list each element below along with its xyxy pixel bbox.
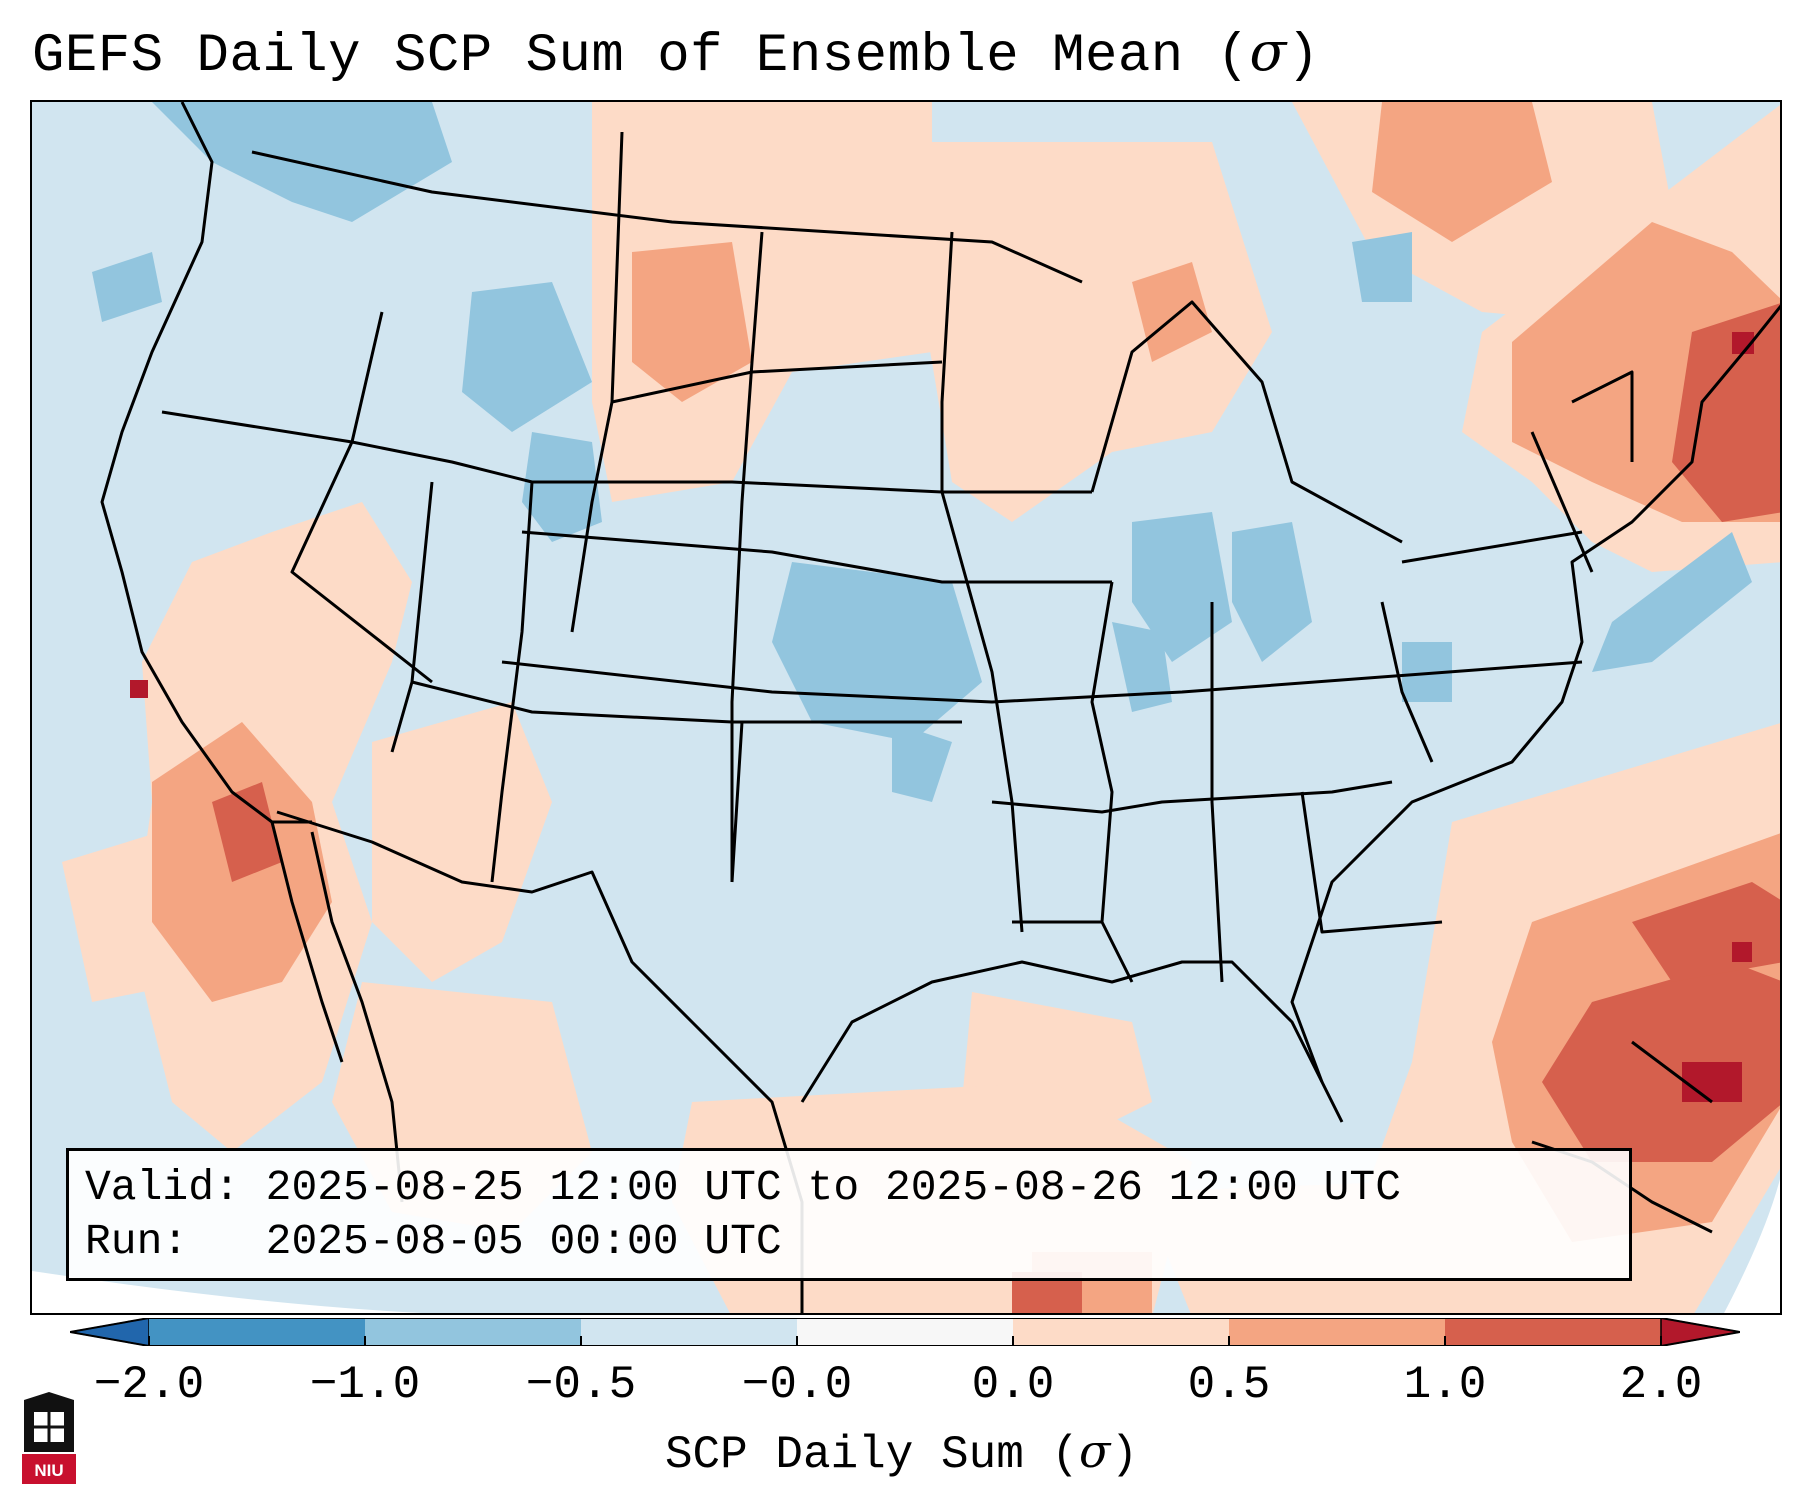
logo-banner <box>22 1454 76 1484</box>
colorbar-under-extension <box>69 1317 150 1347</box>
logo-text: NIU <box>34 1461 63 1480</box>
valid-value: 2025-08-25 12:00 UTC to 2025-08-26 12:00… <box>265 1163 1402 1212</box>
colorbar-bin <box>365 1318 582 1346</box>
colorbar-tick-label: 0.5 <box>1187 1359 1271 1411</box>
colorbar-graphic <box>69 1317 1741 1347</box>
map-canvas <box>32 102 1780 1313</box>
colorbar-over-extension <box>1660 1317 1741 1347</box>
colorbar-tick-label: −0.0 <box>741 1359 853 1411</box>
niu-logo-graphic: NIU <box>22 1392 76 1484</box>
colorbar <box>69 1317 1741 1347</box>
colorbar-tick-label: 1.0 <box>1403 1359 1487 1411</box>
colorbar-tick-label: 2.0 <box>1619 1359 1703 1411</box>
sigma-symbol: σ <box>1249 20 1287 83</box>
colorbar-bin <box>149 1318 366 1346</box>
valid-label: Valid: <box>85 1163 240 1212</box>
colorbar-tick-label: 0.0 <box>971 1359 1055 1411</box>
projection-edge-sw <box>32 1272 405 1313</box>
anomaly-over-positive <box>130 332 1754 1102</box>
map-title: GEFS Daily SCP Sum of Ensemble Mean (σ) <box>32 22 1320 87</box>
valid-run-info-box: Valid: 2025-08-25 12:00 UTC to 2025-08-2… <box>66 1148 1632 1281</box>
colorbar-bin <box>581 1318 798 1346</box>
colorbar-bin <box>1013 1318 1230 1346</box>
colorbar-tick-label: −0.5 <box>525 1359 637 1411</box>
colorbar-tick-label: −2.0 <box>93 1359 205 1411</box>
colorbar-tick-label: −1.0 <box>309 1359 421 1411</box>
colorbar-bin <box>797 1318 1014 1346</box>
title-text: GEFS Daily SCP Sum of Ensemble Mean ( <box>32 26 1250 87</box>
run-label: Run: <box>85 1217 189 1266</box>
map-panel <box>30 100 1782 1315</box>
geography-borders <box>100 102 1780 1313</box>
projection-edge-se <box>1724 1178 1780 1313</box>
colorbar-bin <box>1229 1318 1446 1346</box>
colorbar-label-text: SCP Daily Sum ( <box>664 1429 1080 1481</box>
logo-window-bars <box>34 1412 64 1442</box>
colorbar-label-close: ) <box>1110 1429 1139 1481</box>
colorbar-label: SCP Daily Sum (σ) <box>0 1425 1803 1481</box>
title-close: ) <box>1286 26 1320 87</box>
projection-outline <box>32 1271 423 1313</box>
run-value: 2025-08-05 00:00 UTC <box>265 1217 782 1266</box>
colorbar-bin <box>1445 1318 1662 1346</box>
colorbar-sigma-symbol: σ <box>1079 1424 1111 1478</box>
niu-logo: NIU <box>20 1390 78 1488</box>
